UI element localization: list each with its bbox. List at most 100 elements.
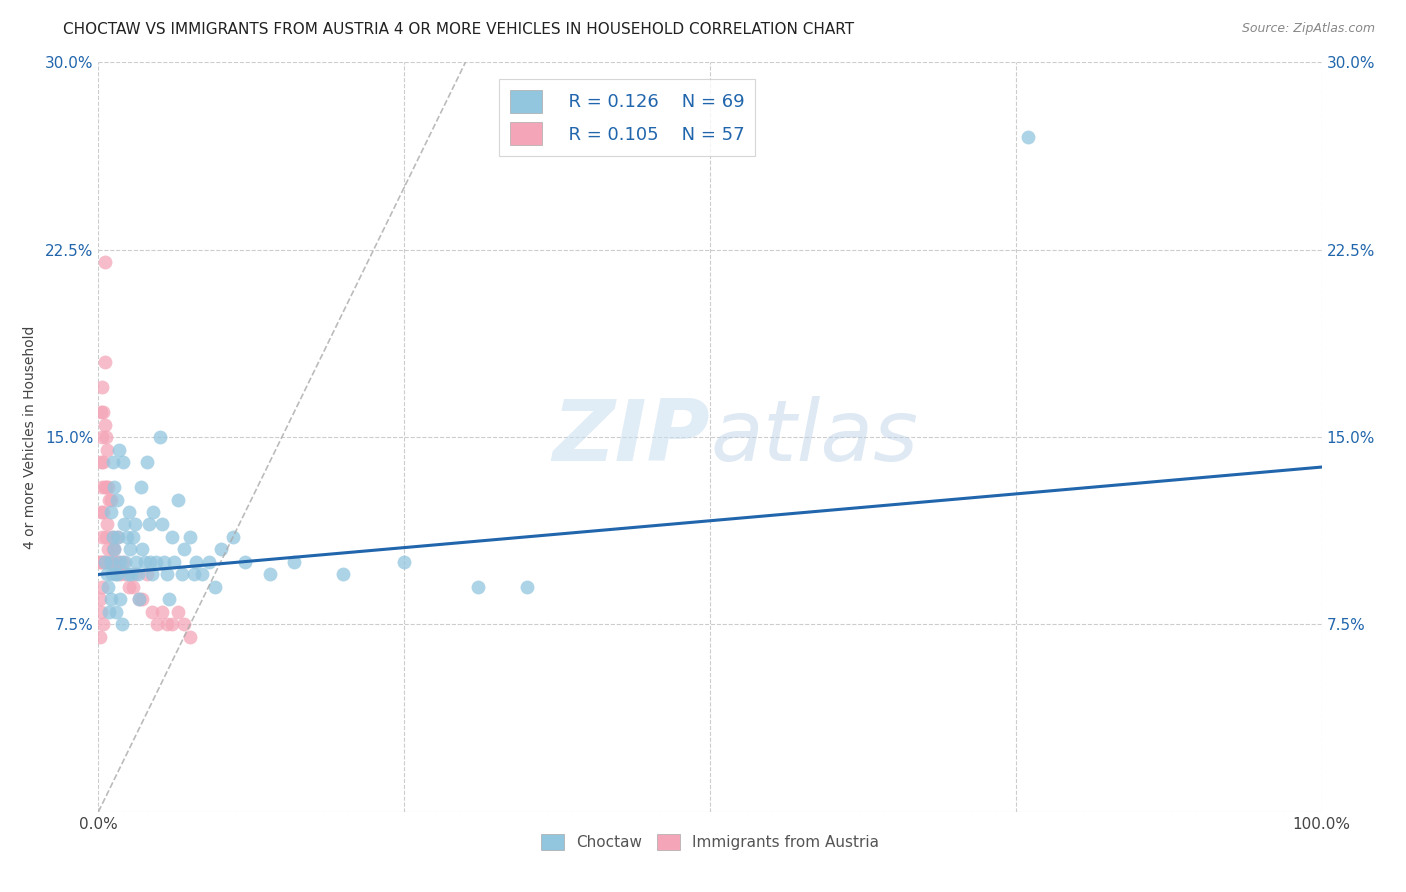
Point [131,542,153,557]
Point [110,567,132,582]
Point [204,580,226,594]
Point [124,567,146,582]
Point [91,405,114,419]
Point [118,505,141,519]
Point [98,605,121,619]
Point [104,605,127,619]
Point [283,555,305,569]
Point [121,530,143,544]
Point [141,605,163,619]
Point [103,480,125,494]
Point [105,567,128,582]
Point [392,555,416,569]
Point [259,567,281,582]
Point [90,555,112,569]
Point [128,592,150,607]
Text: CHOCTAW VS IMMIGRANTS FROM AUSTRIA 4 OR MORE VEHICLES IN HOUSEHOLD CORRELATION C: CHOCTAW VS IMMIGRANTS FROM AUSTRIA 4 OR … [63,22,855,37]
Point [142,505,165,519]
Point [91,430,114,444]
Point [104,567,127,582]
Point [150,517,173,532]
Point [145,555,167,569]
Point [91,555,114,569]
Point [91,505,114,519]
Point [197,555,219,569]
Point [107,555,129,569]
Text: Source: ZipAtlas.com: Source: ZipAtlas.com [1241,22,1375,36]
Point [97,542,120,557]
Point [98,492,121,507]
Point [91,617,114,632]
Point [91,380,114,394]
Point [100,555,122,569]
Text: ZIP: ZIP [553,395,710,479]
Point [128,592,150,607]
Point [179,630,201,644]
Point [173,542,195,557]
Point [96,567,118,582]
Point [111,455,134,469]
Point [100,505,122,519]
Point [141,567,163,582]
Point [515,580,537,594]
Point [94,430,117,444]
Point [101,530,124,544]
Point [110,592,132,607]
Point [170,567,193,582]
Point [93,355,115,369]
Point [108,442,131,457]
Point [90,405,112,419]
Point [89,592,111,607]
Point [111,555,134,569]
Point [114,567,136,582]
Point [129,480,152,494]
Point [138,517,160,532]
Point [91,580,114,594]
Point [136,567,159,582]
Point [110,555,132,569]
Point [91,455,114,469]
Point [89,630,111,644]
Point [115,530,138,544]
Point [124,517,146,532]
Point [104,555,127,569]
Point [209,542,232,557]
Point [121,580,143,594]
Point [127,567,149,582]
Point [90,605,112,619]
Point [146,617,169,632]
Point [103,542,125,557]
Point [97,480,120,494]
Point [117,567,139,582]
Point [93,417,115,432]
Point [91,480,114,494]
Point [90,505,112,519]
Point [89,555,111,569]
Point [160,530,183,544]
Point [93,255,115,269]
Point [167,605,190,619]
Point [179,530,201,544]
Point [93,555,115,569]
Point [107,530,129,544]
Point [101,542,124,557]
Point [101,455,124,469]
Point [191,567,214,582]
Point [91,530,114,544]
Point [156,567,179,582]
Point [96,517,118,532]
Point [167,492,190,507]
Point [111,617,134,632]
Point [105,492,128,507]
Point [101,567,124,582]
Point [100,555,122,569]
Point [131,592,153,607]
Point [120,542,142,557]
Point [90,455,112,469]
Point [118,580,141,594]
Point [173,617,195,632]
Point [1017,130,1039,145]
Point [105,530,128,544]
Point [153,555,176,569]
Point [467,580,489,594]
